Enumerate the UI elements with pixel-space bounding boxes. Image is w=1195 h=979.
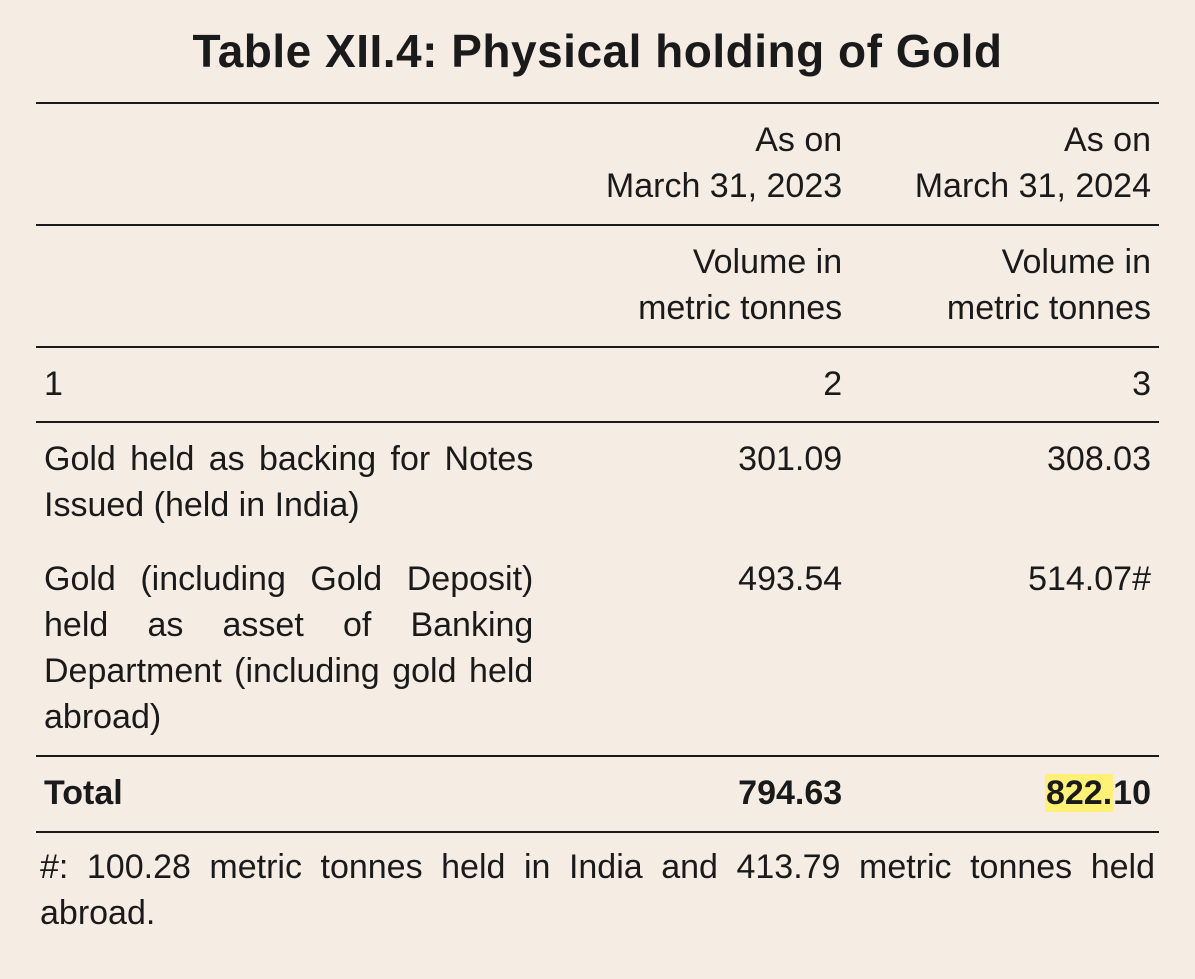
total-value-2023: 794.63 xyxy=(541,756,850,832)
header-blank-2 xyxy=(36,225,541,347)
header-date-2023-line2: March 31, 2023 xyxy=(606,167,842,205)
table-title: Table XII.4: Physical holding of Gold xyxy=(36,24,1159,78)
header-row-units: Volume in metric tonnes Volume in metric… xyxy=(36,225,1159,347)
total-row: Total 794.63 822.10 xyxy=(36,756,1159,832)
row-value-2023: 301.09 xyxy=(541,422,850,543)
total-value-2024: 822.10 xyxy=(850,756,1159,832)
row-label: Gold (including Gold Deposit) held as as… xyxy=(36,543,541,756)
header-date-2023-line1: As on xyxy=(755,121,842,159)
header-unit-2023-line2: metric tonnes xyxy=(638,289,842,327)
table-row: Gold held as backing for Notes Issued (h… xyxy=(36,422,1159,543)
header-row-dates: As on March 31, 2023 As on March 31, 202… xyxy=(36,103,1159,225)
row-value-2023: 493.54 xyxy=(541,543,850,756)
header-date-2024-line2: March 31, 2024 xyxy=(915,167,1151,205)
header-unit-2023-line1: Volume in xyxy=(693,243,842,281)
total-label: Total xyxy=(36,756,541,832)
colnum-1: 1 xyxy=(36,347,541,423)
colnum-3: 3 xyxy=(850,347,1159,423)
header-date-2023: As on March 31, 2023 xyxy=(541,103,850,225)
table-row: Gold (including Gold Deposit) held as as… xyxy=(36,543,1159,756)
table-footnote: #: 100.28 metric tonnes held in India an… xyxy=(36,833,1159,937)
highlighted-value: 822. xyxy=(1045,774,1113,812)
header-unit-2024: Volume in metric tonnes xyxy=(850,225,1159,347)
header-date-2024-line1: As on xyxy=(1064,121,1151,159)
row-value-2024: 514.07# xyxy=(850,543,1159,756)
header-date-2024: As on March 31, 2024 xyxy=(850,103,1159,225)
table-document: Table XII.4: Physical holding of Gold As… xyxy=(0,0,1195,936)
gold-holding-table: As on March 31, 2023 As on March 31, 202… xyxy=(36,102,1159,833)
header-blank xyxy=(36,103,541,225)
colnum-2: 2 xyxy=(541,347,850,423)
row-value-2024: 308.03 xyxy=(850,422,1159,543)
column-number-row: 1 2 3 xyxy=(36,347,1159,423)
header-unit-2024-line1: Volume in xyxy=(1002,243,1151,281)
header-unit-2023: Volume in metric tonnes xyxy=(541,225,850,347)
header-unit-2024-line2: metric tonnes xyxy=(947,289,1151,327)
row-label: Gold held as backing for Notes Issued (h… xyxy=(36,422,541,543)
